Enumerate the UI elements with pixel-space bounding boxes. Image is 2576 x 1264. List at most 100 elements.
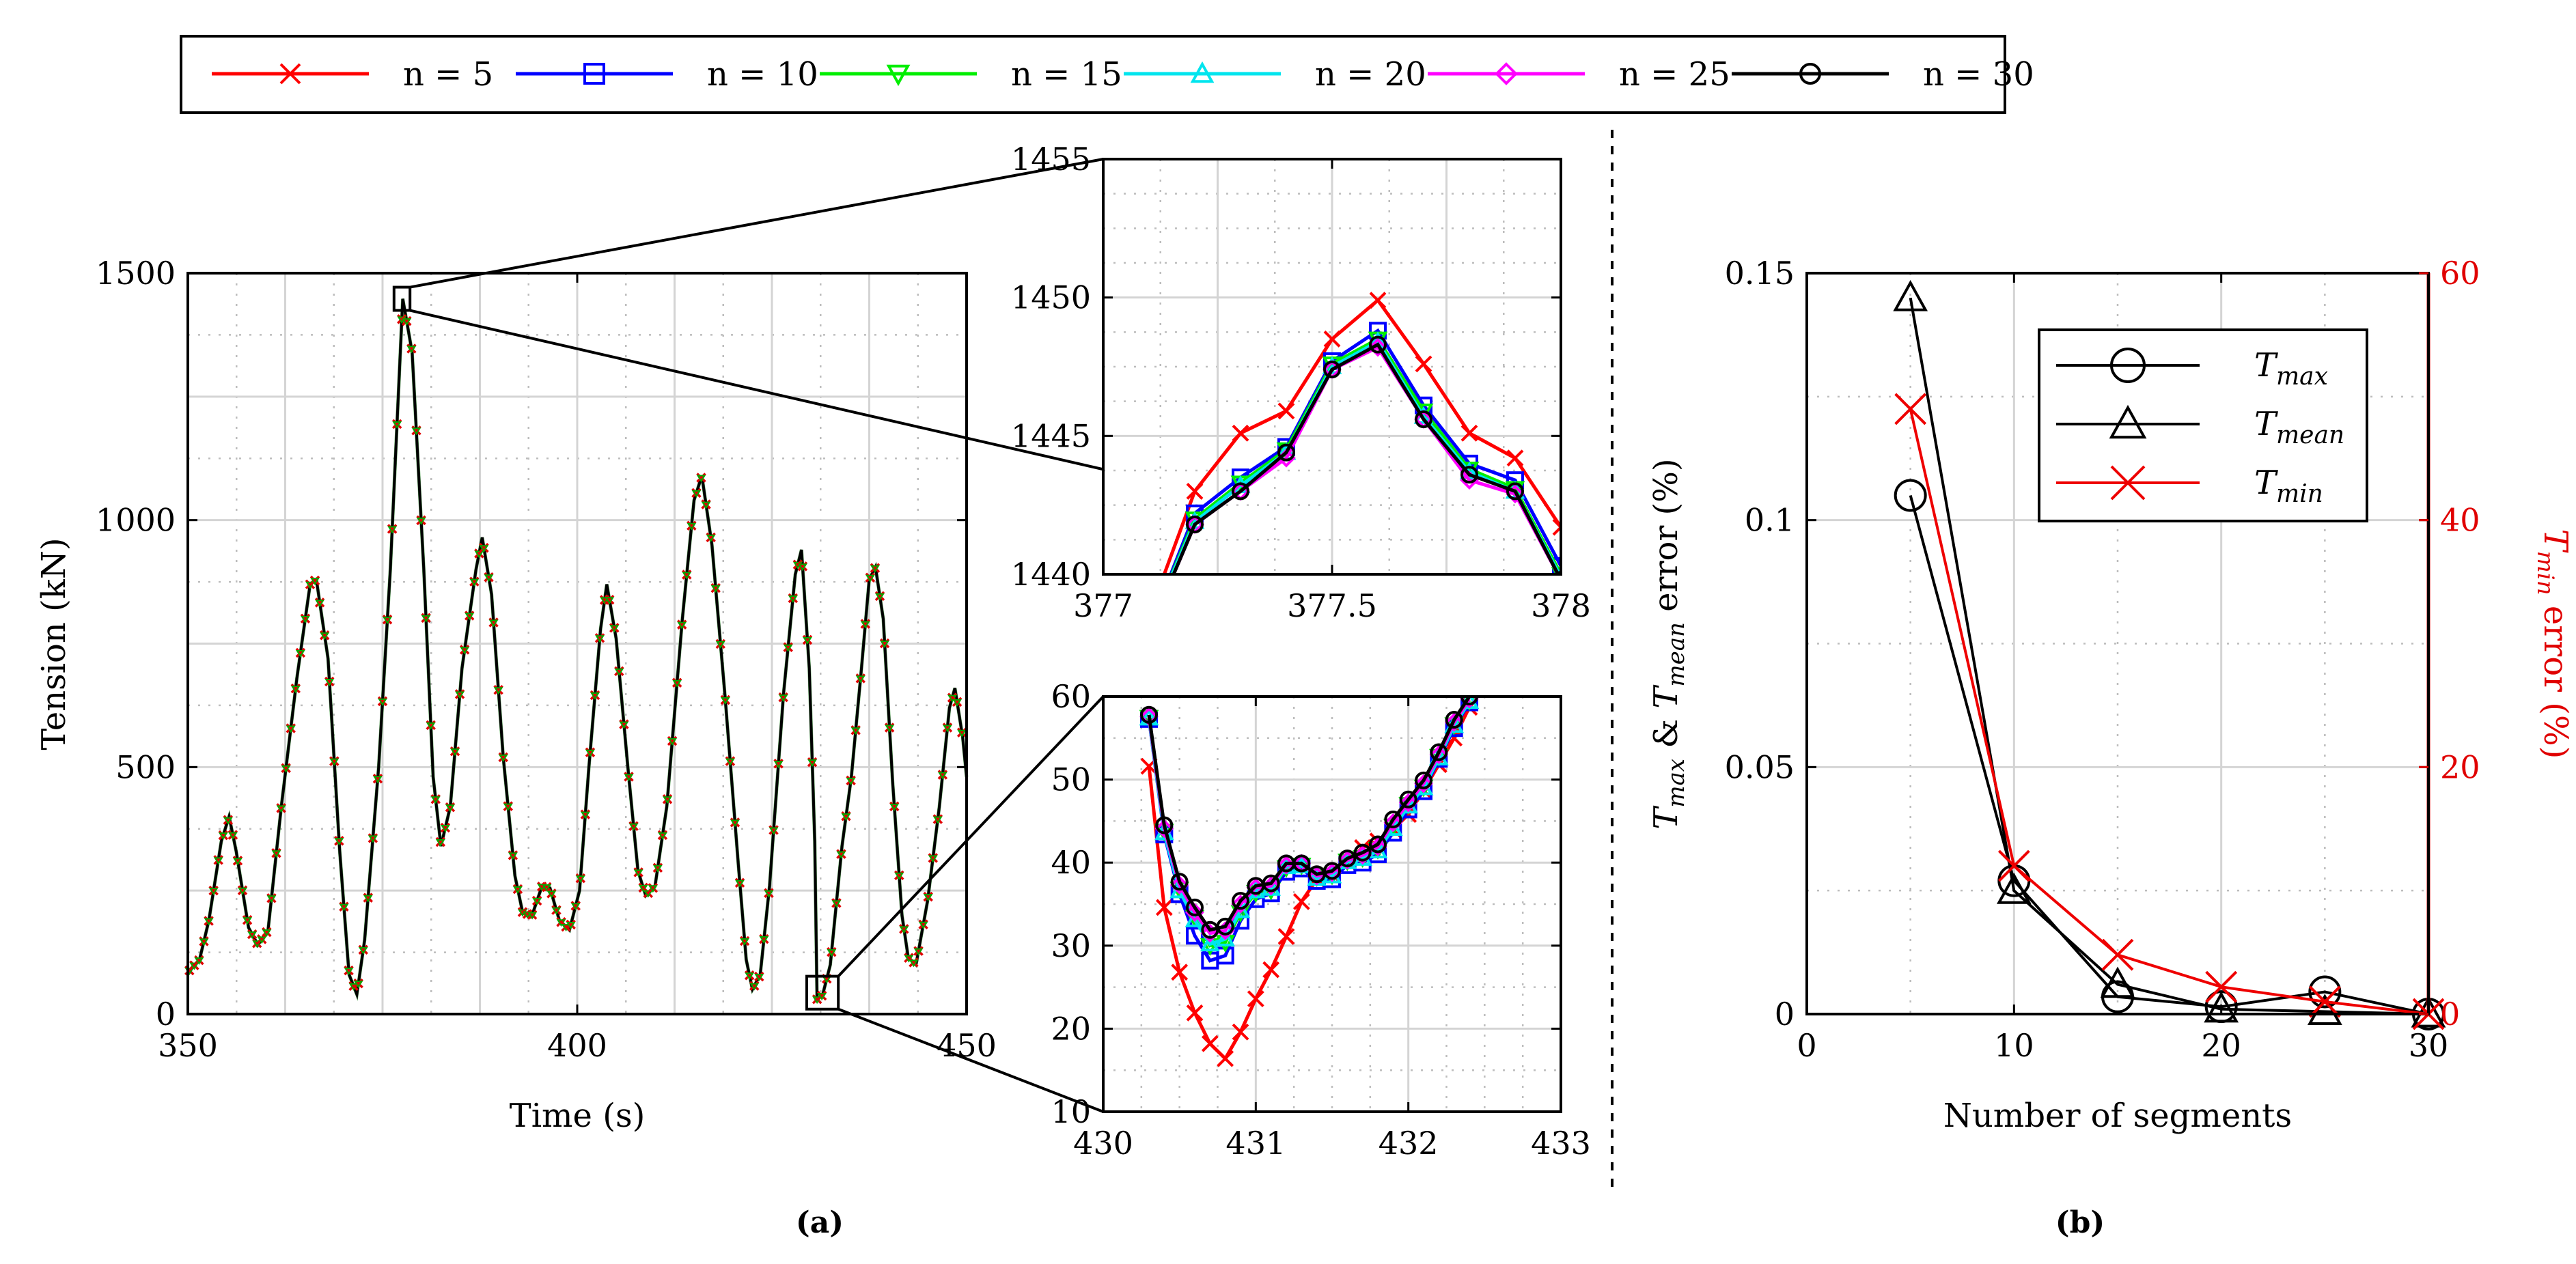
series-marker: [1460, 697, 1479, 709]
main-marker-n5: [691, 488, 702, 498]
main-marker-n5: [850, 725, 861, 735]
main-marker-n15: [658, 832, 667, 840]
series-line-n30: [1147, 697, 1471, 932]
main-marker-n15: [865, 574, 875, 582]
main-marker-n15: [218, 832, 228, 841]
main-marker-n15: [542, 884, 552, 892]
error-marker-T_mean: [1893, 280, 1928, 311]
error-legend-label: Tmax: [2254, 346, 2328, 391]
legend-label: n = 25: [1619, 55, 1730, 94]
ylabel-left-rest: error (%): [1647, 458, 1685, 622]
error-marker-T_mean: [1996, 873, 2032, 904]
series-marker: [1460, 424, 1478, 442]
main-marker-n5: [232, 856, 243, 866]
main-marker-n15: [455, 691, 465, 699]
main-marker-n15: [909, 959, 919, 968]
error-marker-T_max: [1894, 479, 1927, 512]
right-y-tick-label: 60: [2440, 255, 2480, 292]
main-marker-n15: [213, 857, 223, 865]
main-marker-n5: [652, 862, 663, 873]
main-marker-n5: [493, 684, 503, 695]
main-marker-n5: [580, 809, 591, 819]
main-marker-n15: [416, 517, 426, 525]
main-marker-n15: [426, 722, 436, 730]
main-marker-n15: [368, 835, 378, 843]
error-series-T_min: [1909, 408, 2429, 1015]
right-y-tick-label: 40: [2440, 502, 2480, 539]
main-marker-n5: [402, 315, 412, 326]
y-tick-label: 20: [1051, 1010, 1091, 1047]
main-marker-n15: [923, 894, 933, 902]
error-marker-T_min: [1894, 393, 1927, 425]
series-line-n5: [1162, 298, 1561, 574]
main-marker-n5: [247, 929, 258, 940]
main-marker-n5: [309, 575, 320, 586]
main-marker-n15: [353, 981, 363, 989]
main-marker-n5: [633, 867, 643, 877]
main-marker-n15: [860, 621, 870, 629]
main-marker-n15: [436, 839, 445, 847]
series-marker: [1277, 928, 1295, 945]
main-marker-n15: [421, 615, 431, 623]
main-marker-n5: [368, 833, 378, 843]
series-marker: [1277, 402, 1295, 420]
error-marker-T_min: [2205, 970, 2238, 1003]
main-marker-n15: [687, 522, 697, 531]
series-marker: [1292, 893, 1310, 910]
series-marker: [1399, 790, 1417, 809]
main-marker-n15: [933, 816, 943, 824]
y-tick-label: 500: [115, 748, 176, 785]
series-marker: [1232, 892, 1249, 910]
main-marker-n15: [430, 796, 441, 804]
main-marker-n15: [764, 890, 774, 898]
series-marker: [1141, 625, 1157, 640]
zoom-bottom-frame: [1102, 695, 1562, 1113]
error-legend-item: Tmin: [2056, 464, 2323, 508]
zoom-top-chart: 377 377.5 378 1440 1445 1450 1455: [1011, 141, 1591, 640]
series-marker: [1415, 771, 1432, 789]
main-y-label: Tension (kN): [35, 537, 73, 750]
main-marker-n15: [682, 572, 692, 580]
main-marker-n5: [894, 870, 904, 880]
main-marker-n5: [865, 572, 876, 582]
main-marker-n5: [566, 919, 576, 930]
x-tick-label: 0: [1797, 1027, 1816, 1064]
main-marker-n15: [817, 993, 827, 1001]
main-marker-n15: [715, 641, 725, 649]
main-marker-n5: [358, 944, 368, 955]
main-marker-n15: [392, 421, 402, 429]
error-series-T_max: [1909, 494, 2429, 1015]
main-marker-n15: [488, 619, 499, 628]
main-marker-n15: [643, 890, 653, 898]
series-marker: [1444, 712, 1464, 732]
main-marker-n15: [276, 805, 286, 813]
legend-label: n = 30: [1923, 55, 2034, 94]
y-tick-label: 50: [1051, 761, 1091, 798]
main-marker-n15: [286, 725, 296, 733]
legend-marker: [583, 63, 605, 85]
main-marker-n15: [301, 615, 310, 623]
main-marker-n5: [715, 638, 725, 649]
main-marker-n5: [314, 598, 325, 608]
legend-item: n = 25: [1428, 55, 1730, 94]
main-marker-n15: [633, 869, 643, 877]
legend-frame: [180, 35, 2006, 114]
main-marker-n5: [841, 811, 851, 821]
y-tick-label: 0: [1775, 996, 1795, 1033]
main-marker-n15: [406, 346, 417, 354]
main-marker-n5: [575, 873, 586, 884]
main-marker-n5: [614, 666, 624, 677]
series-marker: [1445, 711, 1463, 729]
x-tick-label: 433: [1531, 1125, 1591, 1162]
main-marker-n15: [624, 774, 634, 782]
main-marker-n5: [445, 802, 456, 813]
y-tick-label: 0.05: [1725, 748, 1795, 785]
main-marker-n5: [391, 419, 402, 430]
series-line-n30: [1172, 342, 1560, 574]
y-tick-label: 1440: [1011, 556, 1091, 593]
main-marker-n15: [788, 595, 798, 603]
series-marker: [1155, 816, 1174, 834]
main-marker-n15: [402, 318, 412, 326]
error-marker-T_min: [2101, 938, 2134, 971]
